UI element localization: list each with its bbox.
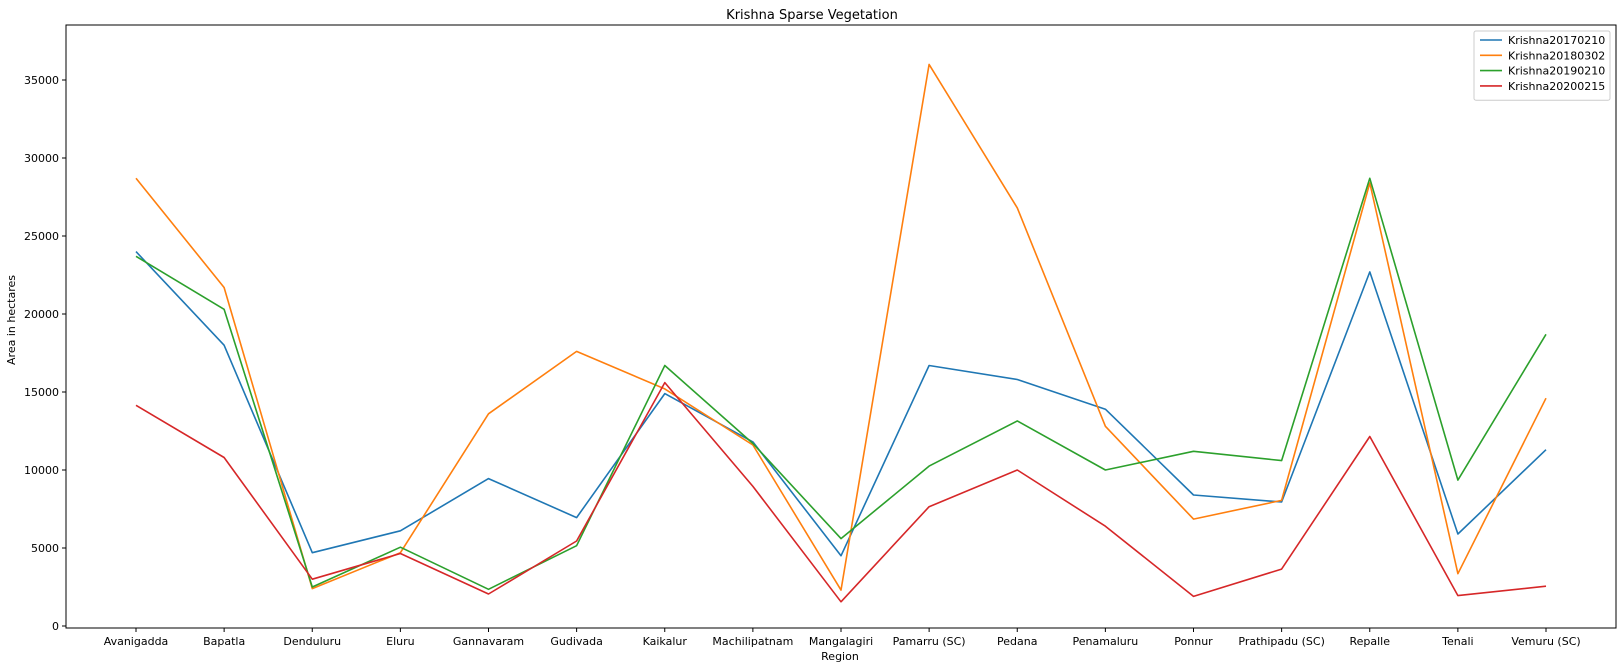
y-tick-label: 25000 [24,230,59,243]
legend-label: Krishna20180302 [1508,49,1605,62]
x-axis: Avanigadda Bapatla Denduluru Eluru Gannavara… [104,628,1581,648]
legend-label: Krishna20170210 [1508,34,1605,47]
y-axis-title: Area in hectares [5,275,18,365]
x-tick-label: Vemuru (SC) [1511,635,1580,648]
legend-label: Krishna20200215 [1508,80,1605,93]
x-tick-label: Gannavaram [453,635,524,648]
legend-box [1473,30,1611,101]
series-line-0 [135,251,1547,557]
y-tick-label: 20000 [24,308,59,321]
y-tick-label: 0 [52,620,59,633]
x-axis-title: Region [821,650,859,663]
x-tick-label: Bapatla [203,635,245,648]
x-tick-label: Machilipatnam [712,635,793,648]
x-tick-label: Pedana [997,635,1037,648]
x-tick-label: Avanigadda [104,635,169,648]
legend-label: Krishna20190210 [1508,65,1605,78]
x-tick-label: Kaikalur [643,635,688,648]
y-tick-label: 15000 [24,386,59,399]
x-tick-label: Denduluru [283,635,341,648]
series-line-2 [135,177,1547,591]
x-tick-label: Pamarru (SC) [893,635,966,648]
y-tick-label: 5000 [31,542,59,555]
series-line-1 [135,63,1547,591]
x-tick-label: Ponnur [1174,635,1213,648]
legend: Krishna20170210 Krishna20180302 Krishna201… [1473,30,1611,101]
x-tick-label: Tenali [1441,635,1473,648]
x-tick-label: Mangalagiri [809,635,873,648]
y-tick-label: 30000 [24,152,59,165]
chart-title: Krishna Sparse Vegetation [726,8,898,23]
y-tick-label: 35000 [24,74,59,87]
series-layer [135,63,1547,603]
series-line-3 [135,381,1547,603]
x-tick-label: Prathipadu (SC) [1238,635,1324,648]
x-tick-label: Penamaluru [1073,635,1139,648]
y-axis: 0 5000 10000 15000 20000 25000 30000 35000 [24,74,66,633]
x-tick-label: Repalle [1349,635,1390,648]
x-tick-label: Gudivada [550,635,603,648]
x-tick-label: Eluru [386,635,414,648]
y-tick-label: 10000 [24,464,59,477]
